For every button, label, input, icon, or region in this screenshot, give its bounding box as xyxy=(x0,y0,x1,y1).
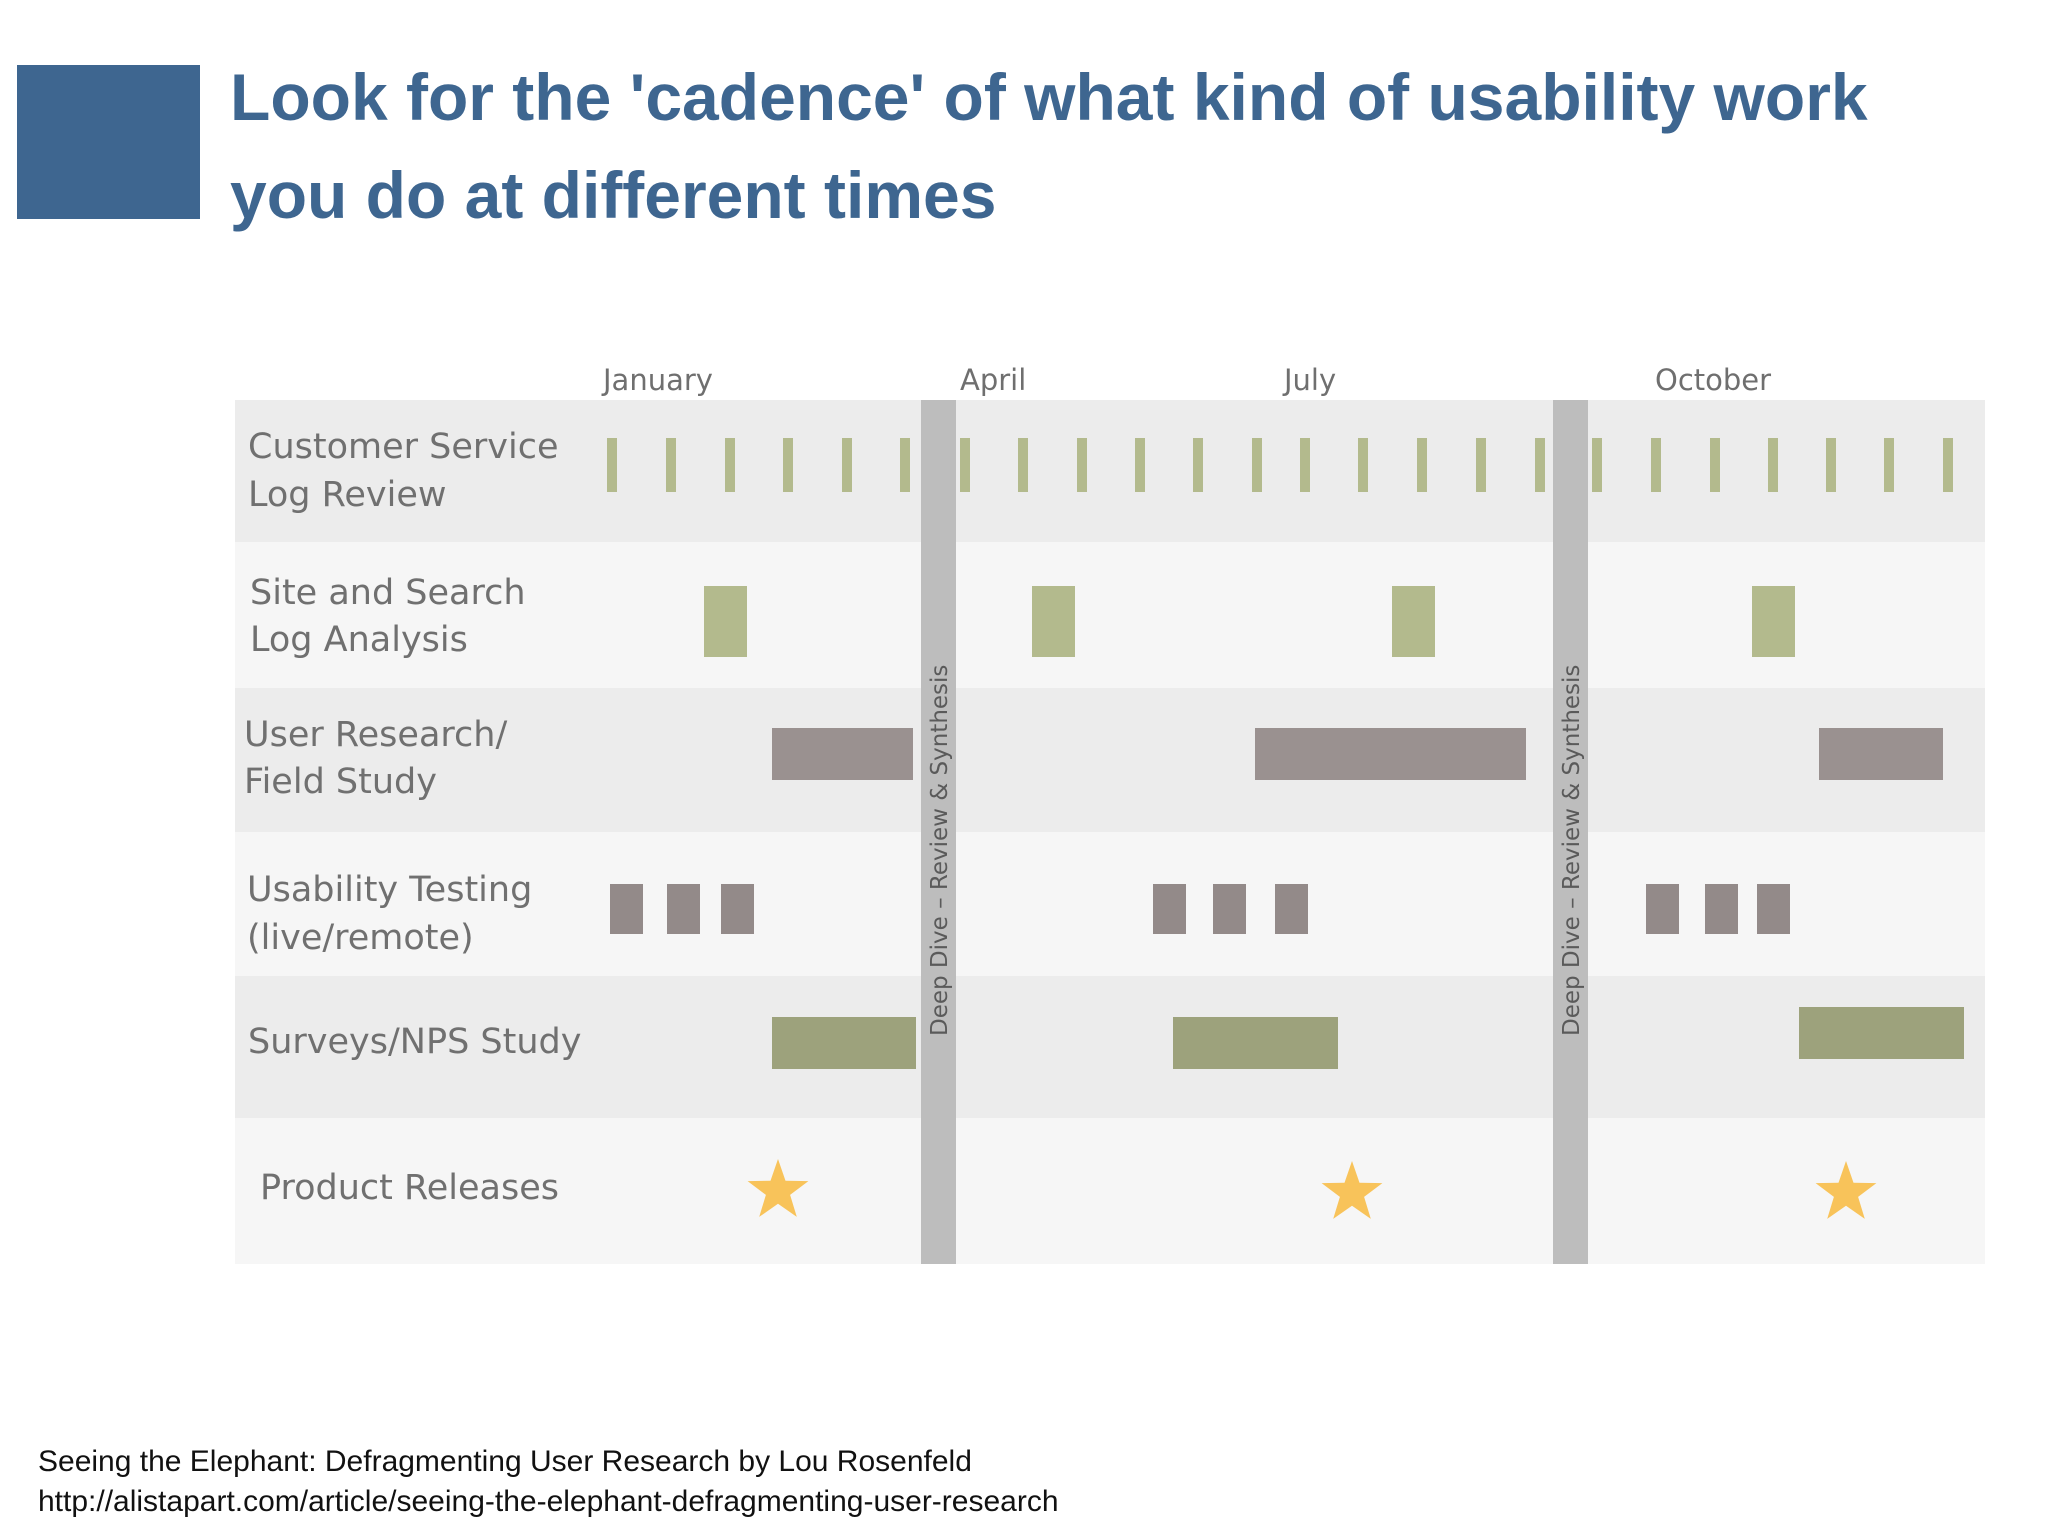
row-bg-usability-testing xyxy=(235,832,1985,976)
survey-bar xyxy=(772,1017,916,1069)
row-label-user-research: User Research/ Field Study xyxy=(244,715,507,802)
month-label-july: July xyxy=(1282,363,1336,397)
log-tick xyxy=(1358,438,1368,492)
row-bg-cs-log xyxy=(235,400,1985,542)
deep-dive-divider-label: Deep Dive – Review & Synthesis xyxy=(1559,665,1585,1036)
row-bg-site-search xyxy=(235,542,1985,688)
analysis-block xyxy=(704,586,747,657)
test-square xyxy=(1705,884,1738,934)
release-star-icon xyxy=(1321,1161,1383,1219)
log-tick xyxy=(666,438,676,492)
row-label-releases: Product Releases xyxy=(260,1168,559,1208)
analysis-block xyxy=(1032,586,1075,657)
log-tick xyxy=(783,438,793,492)
usability-testing-squares xyxy=(610,884,1790,934)
test-square xyxy=(667,884,700,934)
log-tick xyxy=(1300,438,1310,492)
month-label-april: April xyxy=(960,363,1026,397)
cadence-timeline-diagram: January April July October Customer Serv… xyxy=(235,363,1985,1264)
log-tick xyxy=(1476,438,1486,492)
source-credits: Seeing the Elephant: Defragmenting User … xyxy=(38,1442,1059,1522)
row-bg-surveys xyxy=(235,976,1985,1118)
survey-bar xyxy=(1799,1007,1964,1059)
log-tick xyxy=(900,438,910,492)
release-star-icon xyxy=(1815,1161,1877,1219)
credit-citation: Seeing the Elephant: Defragmenting User … xyxy=(38,1445,972,1478)
log-tick xyxy=(1768,438,1778,492)
row-label-releases-line-1: Product Releases xyxy=(260,1168,559,1208)
log-tick xyxy=(1535,438,1545,492)
log-tick xyxy=(1417,438,1427,492)
test-square xyxy=(610,884,643,934)
row-label-cs-log-line-1: Customer Service xyxy=(248,427,559,467)
credit-url: http://alistapart.com/article/seeing-the… xyxy=(38,1485,1059,1518)
log-tick xyxy=(1592,438,1602,492)
month-label-january: January xyxy=(601,363,713,397)
log-tick xyxy=(1193,438,1203,492)
row-bg-user-research xyxy=(235,688,1985,832)
row-label-user-research-line-1: User Research/ xyxy=(244,715,507,755)
cs-log-ticks xyxy=(607,438,1953,492)
deep-dive-divider-bar xyxy=(1553,400,1588,1264)
log-tick xyxy=(1710,438,1720,492)
row-label-site-search: Site and Search Log Analysis xyxy=(250,573,526,660)
row-label-usability-testing-line-2: (live/remote) xyxy=(247,918,474,958)
log-tick xyxy=(960,438,970,492)
site-search-blocks xyxy=(704,586,1795,657)
row-bg-releases xyxy=(235,1118,1985,1264)
row-label-user-research-line-2: Field Study xyxy=(244,762,437,802)
log-tick xyxy=(842,438,852,492)
log-tick xyxy=(1884,438,1894,492)
test-square xyxy=(1646,884,1679,934)
test-square xyxy=(1213,884,1246,934)
slide-title: Look for the 'cadence' of what kind of u… xyxy=(230,48,2020,244)
test-square xyxy=(1153,884,1186,934)
log-tick xyxy=(1018,438,1028,492)
log-tick xyxy=(1943,438,1953,492)
row-label-surveys-line-1: Surveys/NPS Study xyxy=(248,1022,581,1062)
row-label-site-search-line-1: Site and Search xyxy=(250,573,526,613)
row-label-site-search-line-2: Log Analysis xyxy=(250,620,468,660)
title-accent-block xyxy=(17,65,200,219)
log-tick xyxy=(1826,438,1836,492)
deep-dive-divider-2: Deep Dive – Review & Synthesis xyxy=(1553,400,1588,1264)
log-tick xyxy=(1651,438,1661,492)
survey-bar xyxy=(1173,1017,1338,1069)
deep-dive-divider-1: Deep Dive – Review & Synthesis xyxy=(921,400,956,1264)
row-label-cs-log-line-2: Log Review xyxy=(248,475,447,515)
research-bar xyxy=(1819,728,1943,780)
row-label-usability-testing: Usability Testing (live/remote) xyxy=(247,870,532,958)
analysis-block xyxy=(1752,586,1795,657)
analysis-block xyxy=(1392,586,1435,657)
research-bar xyxy=(1255,728,1526,780)
release-stars xyxy=(747,1159,1877,1219)
slide-title-line-2: you do at different times xyxy=(230,158,997,232)
test-square xyxy=(1757,884,1790,934)
slide-title-line-1: Look for the 'cadence' of what kind of u… xyxy=(230,60,1868,134)
test-square xyxy=(1275,884,1308,934)
deep-dive-divider-label: Deep Dive – Review & Synthesis xyxy=(927,665,953,1036)
log-tick xyxy=(1252,438,1262,492)
log-tick xyxy=(1135,438,1145,492)
log-tick xyxy=(725,438,735,492)
month-label-october: October xyxy=(1655,363,1771,397)
user-research-bars xyxy=(772,728,1943,780)
research-bar xyxy=(772,728,913,780)
deep-dive-divider-bar xyxy=(921,400,956,1264)
row-label-surveys: Surveys/NPS Study xyxy=(248,1022,581,1062)
row-label-usability-testing-line-1: Usability Testing xyxy=(247,870,532,910)
release-star-icon xyxy=(747,1159,809,1217)
test-square xyxy=(721,884,754,934)
log-tick xyxy=(607,438,617,492)
row-label-cs-log: Customer Service Log Review xyxy=(248,427,559,515)
surveys-bars xyxy=(772,1007,1964,1069)
log-tick xyxy=(1077,438,1087,492)
